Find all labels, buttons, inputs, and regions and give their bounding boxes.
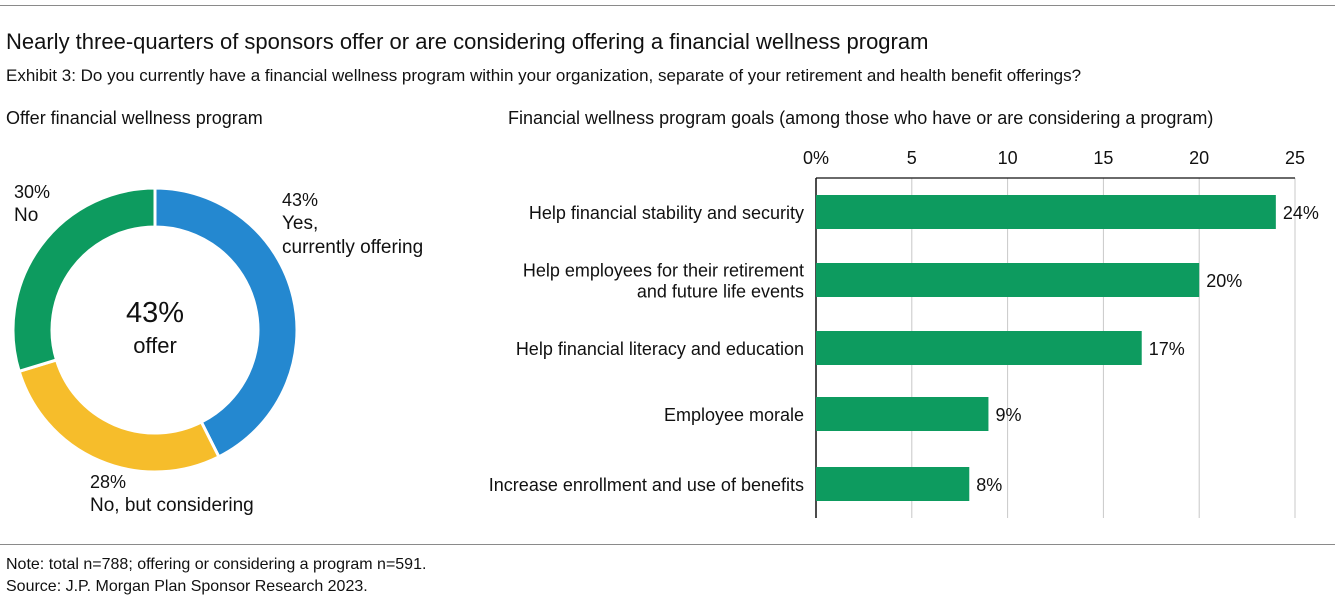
donut-slice: [153, 186, 299, 459]
category-label: Help employees for their retirement: [523, 261, 804, 281]
donut-slice: [17, 358, 221, 474]
category-label: Help financial literacy and education: [516, 339, 804, 359]
slice-value-label: 28%: [90, 472, 126, 492]
bar: [816, 195, 1276, 229]
donut-center-label: offer: [133, 333, 177, 358]
x-tick-label: 0%: [803, 148, 829, 168]
bar-panel-title: Financial wellness program goals (among …: [508, 108, 1214, 128]
category-label: Increase enrollment and use of benefits: [489, 475, 804, 495]
chart-title: Nearly three-quarters of sponsors offer …: [6, 29, 929, 54]
slice-name-label: currently offering: [282, 237, 423, 258]
exhibit-question: Exhibit 3: Do you currently have a finan…: [6, 66, 1082, 85]
bar-value-label: 20%: [1206, 271, 1242, 291]
bar: [816, 263, 1200, 297]
category-label: Employee morale: [664, 405, 804, 425]
bar-chart: 0% 5 10 15 20 25 24% Help financial stability a…: [489, 148, 1319, 518]
bar: [816, 397, 989, 431]
x-tick-label: 5: [907, 148, 917, 168]
category-label: Help financial stability and security: [529, 203, 804, 223]
bar-value-label: 24%: [1283, 203, 1319, 223]
donut-panel-title: Offer financial wellness program: [6, 108, 263, 128]
bar: [816, 331, 1142, 365]
x-tick-label: 20: [1189, 148, 1209, 168]
source-note: Source: J.P. Morgan Plan Sponsor Researc…: [6, 578, 368, 595]
slice-name-label: No: [14, 205, 38, 226]
donut-slice: [11, 186, 157, 374]
bar-value-label: 8%: [976, 475, 1002, 495]
slice-value-label: 43%: [282, 190, 318, 210]
bar-value-label: 9%: [995, 405, 1021, 425]
slice-value-label: 30%: [14, 182, 50, 202]
category-label: and future life events: [637, 282, 804, 302]
donut-center-value: 43%: [126, 297, 184, 329]
donut-chart: 43% Yes, currently offering 28% No, but cons…: [11, 182, 423, 516]
slice-name-label: No, but considering: [90, 495, 254, 516]
x-tick-label: 10: [998, 148, 1018, 168]
top-rule: [0, 5, 1335, 6]
footnote: Note: total n=788; offering or consideri…: [6, 556, 427, 573]
bar-value-label: 17%: [1149, 339, 1185, 359]
x-tick-label: 15: [1093, 148, 1113, 168]
slice-name-label: Yes,: [282, 213, 318, 234]
x-tick-label: 25: [1285, 148, 1305, 168]
bar: [816, 467, 970, 501]
bottom-rule: [0, 544, 1335, 545]
